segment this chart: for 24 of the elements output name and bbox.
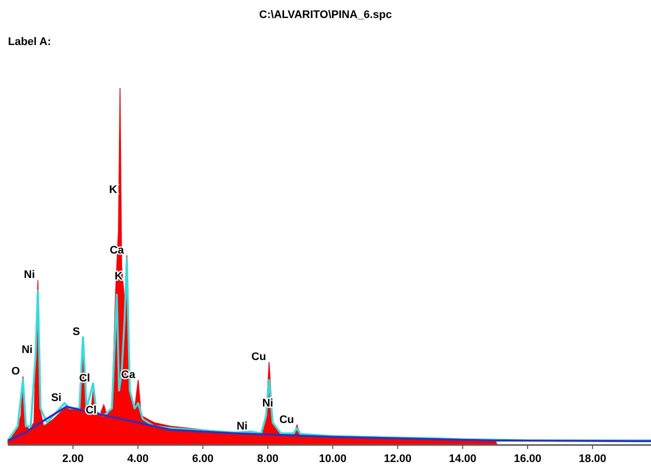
chart-title: C:\ALVARITO\PINA_6.spc [259,9,392,21]
annotation: Ni [236,420,248,433]
annotation: K [109,184,118,196]
x-tick-label: 2.00 [62,453,84,465]
annotation: S [72,326,80,338]
chart-subtitle: Label A: [8,36,51,48]
annotation: Cu [251,351,266,364]
x-tick-label: 8.00 [257,453,279,465]
annotation: Ca [121,368,136,381]
x-tick-label: 16.00 [514,453,542,465]
x-tick-label: 18.00 [578,453,606,465]
x-tick-label: 10.00 [318,453,347,465]
annotation: Ni [22,344,33,356]
x-tick-label: 14.00 [448,453,476,465]
annotation: O [11,365,20,378]
x-tick-label: 12.00 [384,453,412,465]
x-tick-label: 6.00 [192,453,214,465]
annotation: Cu [279,414,294,426]
x-tick-label: 4.00 [127,453,149,465]
annotation: Cl [86,404,97,417]
annotation: Si [51,392,62,404]
annotation: Cl [79,372,90,384]
annotation: Ni [262,397,274,410]
annotation: Ni [24,269,35,282]
